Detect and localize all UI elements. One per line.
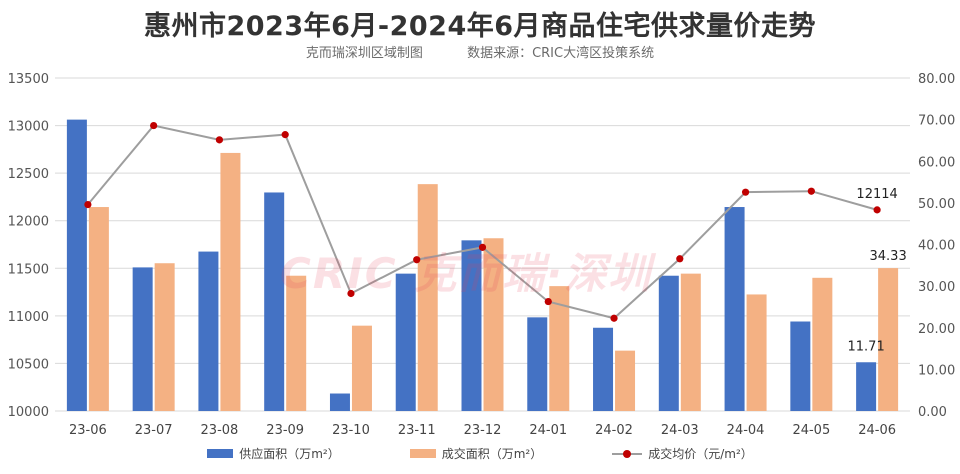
right-axis-tick-label: 30.00 xyxy=(918,280,955,295)
right-axis-tick-label: 70.00 xyxy=(918,114,955,129)
price-point xyxy=(150,121,158,130)
x-axis-tick-label: 23-08 xyxy=(201,423,239,438)
bar-supply xyxy=(198,251,219,411)
x-axis-tick-label: 24-04 xyxy=(727,423,765,438)
price-point xyxy=(215,136,224,144)
data-label: 34.33 xyxy=(870,249,907,264)
price-point xyxy=(544,297,552,306)
legend-swatch-transaction xyxy=(409,449,436,458)
left-axis-tick-label: 13000 xyxy=(8,120,49,135)
bar-transaction xyxy=(615,350,636,411)
bar-supply xyxy=(264,192,285,411)
bar-supply xyxy=(527,317,548,411)
legend-label-transaction: 成交面积（万m²） xyxy=(441,447,543,461)
price-point xyxy=(741,188,750,196)
right-axis-tick-label: 80.00 xyxy=(918,72,955,87)
bar-supply xyxy=(790,321,811,411)
price-point xyxy=(84,200,92,209)
bar-transaction xyxy=(351,325,372,411)
left-axis-tick-label: 10000 xyxy=(8,405,49,420)
right-axis-tick-label: 10.00 xyxy=(918,363,955,378)
x-axis-tick-label: 23-09 xyxy=(266,423,304,438)
x-axis-tick-label: 24-03 xyxy=(661,423,699,438)
bar-transaction xyxy=(549,286,570,411)
x-axis-tick-label: 23-10 xyxy=(332,423,370,438)
chart-subtitle: 克而瑞深圳区域制图 数据来源：CRIC大湾区投策系统 xyxy=(0,42,960,61)
bar-supply xyxy=(856,362,877,411)
bar-transaction xyxy=(680,273,701,411)
bar-supply xyxy=(724,207,745,411)
x-axis-tick-label: 24-01 xyxy=(529,423,567,438)
right-axis-tick-label: 50.00 xyxy=(918,197,955,212)
x-axis-tick-label: 23-12 xyxy=(464,423,502,438)
right-axis-tick-label: 40.00 xyxy=(918,239,955,254)
bar-supply xyxy=(329,393,350,411)
legend-item-price: 成交均价（元/m²） xyxy=(612,445,753,462)
legend-label-price: 成交均价（元/m²） xyxy=(648,447,753,461)
data-label: 12114 xyxy=(856,187,897,202)
right-axis-tick-label: 0.00 xyxy=(918,405,947,420)
bar-supply xyxy=(132,267,153,411)
x-axis-tick-label: 24-02 xyxy=(595,423,633,438)
bar-transaction xyxy=(812,277,833,411)
left-axis-tick-label: 11000 xyxy=(8,310,49,325)
data-labels: 11.71 34.33 12114 xyxy=(848,187,907,354)
legend-swatch-price xyxy=(612,449,643,459)
bar-series xyxy=(66,119,899,412)
legend-swatch-supply xyxy=(207,449,234,458)
chart-title: 惠州市2023年6月-2024年6月商品住宅供求量价走势 xyxy=(143,11,817,42)
bar-transaction xyxy=(483,238,504,411)
right-axis-tick-label: 60.00 xyxy=(918,155,955,170)
bar-transaction xyxy=(154,263,175,411)
left-axis-tick-label: 12000 xyxy=(8,215,49,230)
legend-item-transaction: 成交面积（万m²） xyxy=(409,445,543,462)
left-axis-tick-label: 12500 xyxy=(8,167,49,182)
watermark-logo: CRIC 克而瑞·深圳 xyxy=(280,249,653,298)
price-point xyxy=(478,243,487,251)
price-point xyxy=(347,289,355,298)
price-point xyxy=(807,187,815,195)
bar-supply xyxy=(395,273,416,411)
x-axis-tick-label: 24-05 xyxy=(792,423,830,438)
chart-legend: 供应面积（万m²） 成交面积（万m²） 成交均价（元/m²） xyxy=(0,445,960,462)
price-point xyxy=(413,256,421,264)
bar-transaction xyxy=(220,152,241,412)
price-point xyxy=(281,131,289,139)
bar-transaction xyxy=(88,207,109,411)
right-axis-tick-label: 20.00 xyxy=(918,322,955,337)
bar-supply xyxy=(593,327,614,411)
bar-supply xyxy=(658,275,679,411)
gridlines xyxy=(55,77,910,412)
bar-supply xyxy=(66,119,87,411)
bar-transaction xyxy=(417,184,438,411)
price-point xyxy=(610,314,618,322)
price-point xyxy=(873,206,881,214)
data-label: 11.71 xyxy=(848,339,885,354)
legend-item-supply: 供应面积（万m²） xyxy=(207,445,340,462)
bar-transaction xyxy=(286,275,307,411)
left-axis-tick-label: 11500 xyxy=(8,262,49,277)
x-axis-tick-label: 24-06 xyxy=(858,423,896,438)
subtitle-source-left: 克而瑞深圳区域制图 xyxy=(305,46,423,61)
axes: 10000 10500 11000 11500 12000 12500 13000 13500… xyxy=(8,72,956,438)
x-axis-tick-label: 23-11 xyxy=(398,423,436,438)
x-axis-tick-label: 23-06 xyxy=(69,423,107,438)
x-axis-tick-label: 23-07 xyxy=(135,423,173,438)
bar-transaction xyxy=(878,268,899,411)
left-axis-tick-label: 10500 xyxy=(8,357,49,372)
price-point xyxy=(676,255,684,263)
subtitle-source-right: 数据来源：CRIC大湾区投策系统 xyxy=(467,46,655,61)
price-line-series xyxy=(84,121,881,322)
bar-transaction xyxy=(746,294,767,411)
legend-label-supply: 供应面积（万m²） xyxy=(239,447,340,461)
left-axis-tick-label: 13500 xyxy=(8,72,49,87)
bar-supply xyxy=(461,240,482,411)
